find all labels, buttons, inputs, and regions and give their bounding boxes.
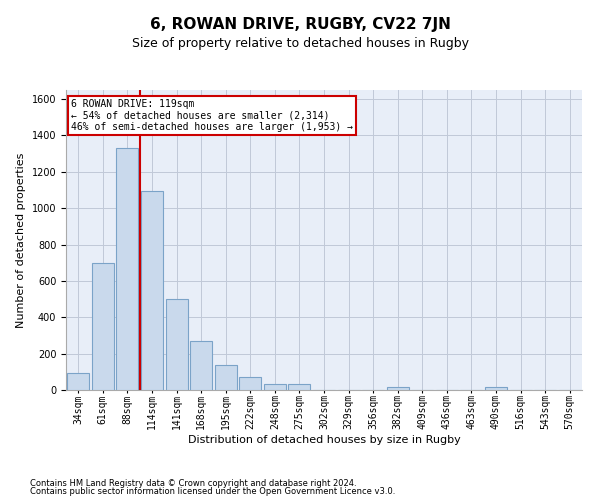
X-axis label: Distribution of detached houses by size in Rugby: Distribution of detached houses by size …	[188, 435, 460, 445]
Text: Size of property relative to detached houses in Rugby: Size of property relative to detached ho…	[131, 38, 469, 51]
Text: Contains HM Land Registry data © Crown copyright and database right 2024.: Contains HM Land Registry data © Crown c…	[30, 478, 356, 488]
Bar	[239, 376, 262, 390]
Bar	[67, 372, 89, 390]
Bar	[116, 148, 139, 390]
Text: 6, ROWAN DRIVE, RUGBY, CV22 7JN: 6, ROWAN DRIVE, RUGBY, CV22 7JN	[149, 18, 451, 32]
Bar	[485, 386, 507, 390]
Y-axis label: Number of detached properties: Number of detached properties	[16, 152, 26, 328]
Bar	[215, 366, 237, 390]
Bar	[386, 388, 409, 390]
Bar	[264, 384, 286, 390]
Bar	[166, 299, 188, 390]
Bar	[190, 341, 212, 390]
Bar	[92, 262, 114, 390]
Text: 6 ROWAN DRIVE: 119sqm
← 54% of detached houses are smaller (2,314)
46% of semi-d: 6 ROWAN DRIVE: 119sqm ← 54% of detached …	[71, 99, 353, 132]
Text: Contains public sector information licensed under the Open Government Licence v3: Contains public sector information licen…	[30, 487, 395, 496]
Bar	[141, 191, 163, 390]
Bar	[289, 384, 310, 390]
